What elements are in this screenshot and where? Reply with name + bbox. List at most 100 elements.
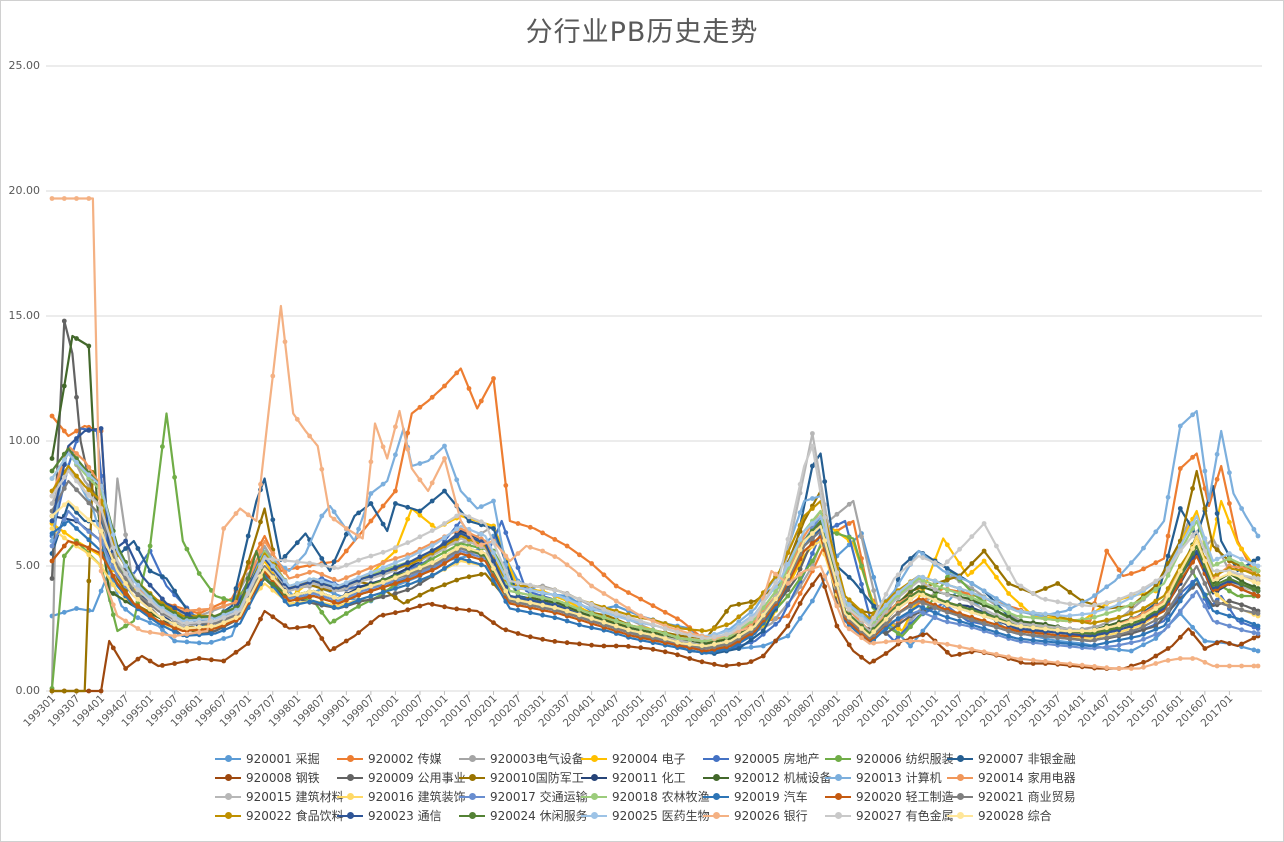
data-point — [994, 605, 999, 611]
data-point — [294, 540, 300, 546]
data-point — [172, 625, 178, 631]
data-point — [859, 581, 864, 587]
data-point — [356, 510, 361, 516]
data-point — [1092, 642, 1097, 648]
data-point — [393, 424, 398, 430]
data-point — [1165, 658, 1171, 663]
data-point — [86, 487, 92, 493]
data-point — [49, 501, 55, 506]
legend-label: 920003电气设备 — [490, 752, 584, 766]
data-point — [491, 620, 496, 626]
data-point — [417, 572, 423, 578]
data-point — [86, 688, 92, 694]
data-point — [454, 546, 460, 551]
data-point — [589, 606, 594, 611]
data-point — [638, 613, 644, 619]
data-point — [957, 546, 962, 552]
data-point — [675, 629, 680, 635]
data-point — [1227, 519, 1232, 525]
data-point — [184, 625, 190, 631]
data-point — [957, 618, 962, 624]
data-point — [61, 502, 67, 508]
data-point — [209, 631, 214, 637]
data-point — [1165, 646, 1171, 651]
data-point — [74, 688, 79, 694]
legend-marker-swatch — [713, 793, 720, 800]
data-point — [1227, 501, 1232, 506]
data-point — [1239, 627, 1244, 633]
data-point — [981, 613, 987, 619]
data-point — [1018, 656, 1024, 662]
data-point — [1030, 625, 1036, 631]
data-point — [1043, 659, 1048, 664]
data-point — [846, 626, 852, 632]
data-point — [343, 592, 349, 598]
data-point — [123, 666, 128, 671]
data-point — [1239, 602, 1244, 608]
data-point — [405, 516, 411, 522]
data-point — [221, 627, 227, 633]
data-point — [405, 582, 411, 588]
data-point — [895, 631, 901, 636]
data-point — [184, 631, 190, 637]
data-point — [613, 583, 619, 589]
data-point — [810, 521, 815, 526]
data-point — [49, 576, 55, 581]
data-point — [1104, 644, 1110, 650]
data-point — [454, 503, 460, 508]
data-point — [98, 506, 104, 511]
data-point — [859, 563, 864, 569]
data-point — [797, 566, 803, 572]
data-point — [1190, 569, 1195, 575]
data-point — [711, 626, 717, 631]
data-point — [994, 564, 999, 570]
data-point — [270, 614, 276, 620]
data-point — [209, 623, 214, 629]
data-point — [319, 571, 325, 577]
data-point — [503, 569, 509, 574]
data-point — [969, 561, 975, 566]
data-point — [895, 581, 901, 587]
data-point — [294, 601, 300, 607]
legend-marker-swatch — [469, 755, 476, 762]
data-point — [331, 646, 337, 651]
data-point — [810, 463, 815, 469]
data-point — [736, 661, 742, 667]
data-point — [552, 587, 558, 593]
data-point — [1214, 556, 1220, 562]
data-point — [662, 626, 668, 631]
data-point — [294, 581, 300, 586]
data-point — [135, 596, 141, 602]
data-point — [356, 630, 361, 636]
data-point — [86, 529, 92, 534]
data-point — [1251, 591, 1257, 597]
data-point — [123, 591, 128, 596]
data-point — [110, 558, 116, 564]
data-point — [368, 565, 374, 571]
data-point — [1141, 545, 1146, 551]
y-tick-label: 0.00 — [15, 684, 41, 697]
data-point — [626, 627, 631, 633]
data-point — [196, 629, 202, 635]
data-point — [724, 609, 729, 614]
data-point — [810, 551, 815, 556]
data-point — [61, 529, 67, 535]
data-point — [1239, 663, 1244, 669]
data-point — [957, 586, 962, 591]
data-point — [601, 619, 607, 625]
legend-marker-swatch — [591, 755, 598, 762]
data-point — [797, 522, 803, 528]
data-point — [564, 640, 570, 646]
data-point — [1177, 634, 1183, 640]
data-point — [135, 615, 141, 621]
data-point — [1227, 623, 1232, 629]
data-point — [944, 570, 950, 576]
legend-marker-swatch — [347, 774, 354, 781]
data-point — [417, 512, 423, 518]
data-point — [1177, 466, 1183, 471]
data-point — [331, 618, 337, 624]
data-point — [294, 625, 300, 631]
data-point — [1255, 631, 1261, 636]
data-point — [748, 609, 754, 615]
